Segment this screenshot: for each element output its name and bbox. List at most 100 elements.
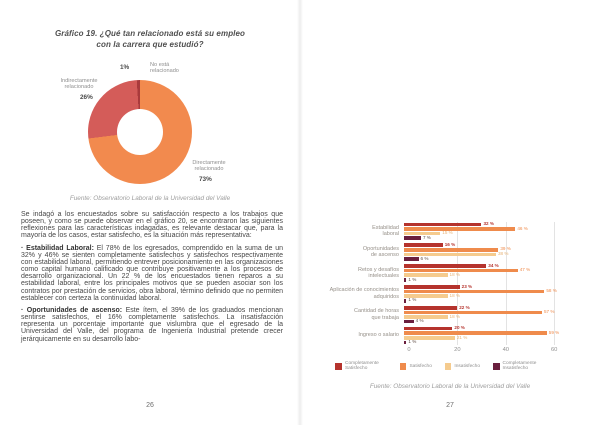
bar-value-label: 57 %	[543, 309, 555, 315]
legend-label: Insatisfecho	[454, 363, 480, 369]
bar	[404, 252, 496, 257]
legend-swatch	[335, 363, 342, 370]
bar	[404, 257, 419, 261]
bar	[404, 340, 407, 345]
legend-item: Satisfecho	[399, 361, 432, 372]
legend-label: Satisfecho	[409, 363, 432, 369]
grafico19-title: Gráfico 19. ¿Qué tan relacionado está su…	[35, 29, 265, 50]
bar-value-label: 20 %	[454, 325, 465, 331]
paragraph-text: Este ítem, el 39% de los graduados menci…	[21, 306, 284, 343]
bar	[404, 310, 542, 315]
bar	[404, 306, 458, 310]
bar-value-label: 39 %	[500, 246, 511, 252]
paragraph: · Estabilidad Laboral: El 78% de los egr…	[21, 245, 283, 302]
paragraph: Se indagó a los encuestados sobre su sat…	[21, 211, 283, 240]
grafico20-bar-chart: Estabilidad laboral 32 % 46 % 15 % 7 % Oportun…	[310, 221, 566, 355]
page-gutter	[297, 0, 303, 425]
paragraph-text: El 78% de los egresados, comprendido en …	[21, 244, 283, 302]
bar-value-label: 21 %	[456, 334, 468, 340]
bar	[404, 243, 443, 247]
bar	[404, 294, 448, 298]
bar-category-label: Cantidad de horas que trabaja	[354, 308, 399, 321]
bar-value-label: 32 %	[483, 221, 494, 226]
page-number-26: 26	[146, 402, 154, 409]
bar-value-label: 1 %	[408, 297, 417, 303]
bar-value-label: 18 %	[449, 292, 461, 298]
bar-value-label: 38 %	[497, 251, 509, 257]
bar-value-label: 18 %	[449, 313, 461, 319]
bar-group: Aplicación de conocimientos adquiridos 23 …	[310, 283, 566, 303]
grafico19-title-line2: con la carrera que estudió?	[96, 39, 204, 49]
legend-swatch	[493, 363, 500, 370]
bar	[404, 236, 421, 240]
paragraph: · Oportunidades de ascenso: Este ítem, e…	[21, 307, 283, 343]
donut-ring	[88, 80, 192, 184]
grafico19-title-line1: Gráfico 19. ¿Qué tan relacionado está su…	[54, 29, 246, 38]
paragraph-lead: · Estabilidad Laboral:	[21, 244, 94, 252]
bar	[404, 247, 499, 252]
legend-swatch	[399, 363, 407, 370]
bar-value-label: 6 %	[420, 255, 429, 261]
page-26-body: Se indagó a los encuestados sobre su sat…	[21, 211, 283, 348]
legend-item: Insatisfecho	[444, 361, 480, 372]
bar-value-label: 22 %	[459, 304, 470, 310]
bar-category-label: Ingreso o salario	[358, 332, 399, 339]
bar-category-label: Retos y desafíos intelectuales	[358, 266, 399, 279]
bar	[404, 231, 441, 236]
legend-label: Completamente Insatisfecho	[502, 361, 537, 372]
bar-category-label: Estabilidad laboral	[372, 224, 399, 238]
bar-value-label: 47 %	[519, 267, 531, 273]
grafico20-source: Fuente: Observatorio Laboral de la Unive…	[369, 383, 531, 390]
bar-category-label: Oportunidades de ascenso	[362, 245, 399, 259]
donut-label-directamente: Directamente relacionado	[192, 160, 226, 173]
bar	[404, 285, 460, 289]
donut-label-indirectamente: Indirectamente relacionado	[60, 78, 98, 91]
bar	[404, 315, 448, 319]
bar-group: Cantidad de horas que trabaja 22 % 57 % 18 %…	[310, 304, 566, 324]
grafico19-source: Fuente: Observatorio Laboral de la Unive…	[69, 195, 231, 202]
donut-pct-directamente: 73%	[199, 176, 212, 183]
page-26: Gráfico 19. ¿Qué tan relacionado está su…	[0, 29, 300, 409]
bar-value-label: 4 %	[415, 318, 424, 324]
legend-item: Completamente Insatisfecho	[493, 361, 545, 372]
bar-group: Estabilidad laboral 32 % 46 % 15 % 7 %	[310, 221, 566, 240]
bar	[404, 278, 407, 282]
x-axis-tick: 60	[550, 347, 558, 354]
bar	[404, 298, 407, 303]
bar	[404, 326, 453, 331]
bar-group: Retos y desafíos intelectuales 34 % 47 % 18 …	[310, 262, 566, 282]
bar-value-label: 16 %	[444, 241, 456, 247]
bar	[404, 319, 414, 324]
bar-value-label: 7 %	[422, 234, 431, 240]
gridline	[505, 222, 507, 345]
bar	[404, 331, 547, 336]
chart-legend: Completamente Satisfecho Satisfecho Insati…	[310, 361, 570, 372]
bar-value-label: 18 %	[449, 271, 461, 277]
paragraph-text: Se indagó a los encuestados sobre su sat…	[21, 211, 283, 240]
x-axis-tick: 40	[502, 347, 510, 354]
bar-category-label: Aplicación de conocimientos adquiridos	[329, 287, 399, 300]
x-axis-tick: 0	[407, 347, 411, 354]
bar-value-label: 23 %	[461, 283, 473, 289]
bar-chart-x-axis: 0 20 40 60	[310, 347, 566, 355]
donut-pct-indirectamente: 26%	[80, 94, 93, 101]
bar-chart-plot: Estabilidad laboral 32 % 46 % 15 % 7 % Oportun…	[310, 221, 566, 345]
grafico19-donut-chart: 1% No está relacionado Indirectamente re…	[0, 58, 300, 198]
page-27: ral, razones entre otras, algunos siguen…	[300, 0, 600, 425]
bar-value-label: 34 %	[488, 262, 499, 268]
x-axis-tick: 20	[454, 347, 461, 354]
donut-label-no-relacionado: No está relacionado	[150, 62, 179, 75]
paragraph-lead: · Oportunidades de ascenso:	[21, 306, 123, 314]
gridline	[554, 222, 556, 345]
bar	[404, 227, 516, 231]
bar-value-label: 59 %	[548, 329, 560, 335]
gridline	[457, 222, 459, 345]
bar	[404, 336, 455, 340]
bar-value-label: 1 %	[408, 276, 417, 282]
legend-swatch	[444, 363, 452, 370]
bar	[404, 289, 545, 294]
page-number-27: 27	[446, 402, 454, 409]
bar	[404, 264, 487, 268]
bar-value-label: 1 %	[408, 339, 417, 345]
